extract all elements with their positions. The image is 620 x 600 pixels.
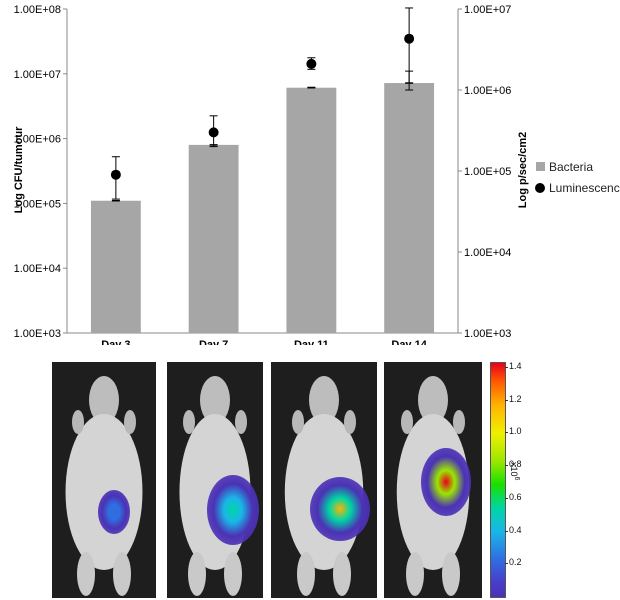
mouse-hindleg-right xyxy=(113,552,131,596)
point-day-7 xyxy=(208,127,219,138)
left-tick-label: 1.00E+05 xyxy=(14,198,61,210)
mouse-image xyxy=(384,362,482,598)
bars xyxy=(90,70,435,333)
colorbar-tick-label: 0.8 xyxy=(509,459,522,470)
colorbar-tick-mark xyxy=(505,399,508,401)
right-tick-label: 1.00E+04 xyxy=(464,247,511,259)
mouse-image xyxy=(52,362,156,598)
mouse-forepaw-left xyxy=(183,410,195,434)
mouse-head xyxy=(309,376,339,424)
imaging-panel-day-14 xyxy=(384,362,482,598)
imaging-panel-day-7 xyxy=(167,362,263,598)
colorbar-tick-mark xyxy=(505,432,508,434)
right-tick-label: 1.00E+03 xyxy=(464,328,511,340)
mouse-forepaw-right xyxy=(453,410,465,434)
right-axis-ticks: 1.00E+03 1.00E+04 1.00E+05 1.00E+06 1.00E+07 xyxy=(458,4,511,340)
mouse-forepaw-right xyxy=(344,410,356,434)
point-day-3 xyxy=(110,169,121,180)
legend-swatch-bacteria xyxy=(536,162,545,171)
mouse-forepaw-right xyxy=(124,410,136,434)
colorbar-unit: x106 xyxy=(509,462,520,480)
legend: Bacteria Luminescence xyxy=(535,160,620,195)
mouse-hindleg-right xyxy=(224,552,242,596)
bar-day-3 xyxy=(90,200,141,333)
right-axis-label: Log p/sec/cm2 xyxy=(517,132,529,208)
bar-chart: 1.00E+03 1.00E+04 1.00E+05 1.00E+06 1.00E+07… xyxy=(13,4,620,345)
mouse-hindleg-left xyxy=(297,552,315,596)
legend-label-luminescence: Luminescence xyxy=(549,181,620,195)
points xyxy=(110,7,415,200)
bar-day-11 xyxy=(286,87,337,333)
mouse-head xyxy=(418,376,448,424)
x-tick-label: Day 3 xyxy=(101,339,130,345)
right-tick-label: 1.00E+07 xyxy=(464,4,511,16)
imaging-panel-day-3 xyxy=(52,362,156,598)
luminescence-signal xyxy=(421,448,471,516)
mouse-image xyxy=(271,362,377,598)
point-day-11 xyxy=(306,58,317,69)
x-tick-label: Day 11 xyxy=(294,339,329,345)
left-tick-label: 1.00E+08 xyxy=(14,4,61,16)
mouse-head xyxy=(200,376,230,424)
colorbar: 1.4 1.2 1.0 0.8 0.6 0.4 0.2 x106 xyxy=(488,360,558,598)
colorbar-tick-mark xyxy=(505,563,508,565)
colorbar-gradient xyxy=(490,362,506,598)
right-tick-label: 1.00E+06 xyxy=(464,85,511,97)
colorbar-tick-label: 1.4 xyxy=(509,360,522,371)
mouse-head xyxy=(89,376,119,424)
mouse-hindleg-left xyxy=(188,552,206,596)
colorbar-tick-label: 0.4 xyxy=(509,524,522,535)
colorbar-tick-label: 0.2 xyxy=(509,557,522,568)
left-tick-label: 1.00E+04 xyxy=(14,263,61,275)
legend-label-bacteria: Bacteria xyxy=(549,160,593,174)
left-tick-label: 1.00E+07 xyxy=(14,69,61,81)
mouse-hindleg-right xyxy=(333,552,351,596)
colorbar-tick-mark xyxy=(505,366,508,368)
colorbar-tick-label: 0.6 xyxy=(509,491,522,502)
mouse-forepaw-left xyxy=(292,410,304,434)
point-day-14 xyxy=(404,33,415,44)
x-tick-label: Day 7 xyxy=(199,339,228,345)
mouse-forepaw-left xyxy=(401,410,413,434)
luminescence-signal xyxy=(310,477,370,541)
bar-day-7 xyxy=(188,144,239,333)
mouse-hindleg-right xyxy=(442,552,460,596)
bar-day-14 xyxy=(384,83,435,333)
left-tick-label: 1.00E+03 xyxy=(14,328,61,340)
colorbar-tick-mark xyxy=(505,497,508,499)
imaging-panel-day-11 xyxy=(271,362,377,598)
x-axis-ticks: Day 3 Day 7 Day 11 Day 14 xyxy=(101,339,428,345)
left-tick-label: 1.00E+06 xyxy=(14,134,61,146)
colorbar-tick-label: 1.0 xyxy=(509,426,522,437)
right-tick-label: 1.00E+05 xyxy=(464,166,511,178)
colorbar-unit-exponent: 6 xyxy=(513,476,520,481)
luminescence-signal xyxy=(207,475,259,545)
colorbar-tick-mark xyxy=(505,465,508,467)
left-axis-ticks: 1.00E+03 1.00E+04 1.00E+05 1.00E+06 1.00E+07… xyxy=(14,4,67,340)
mouse-forepaw-right xyxy=(235,410,247,434)
mouse-body xyxy=(65,414,143,570)
mouse-hindleg-left xyxy=(406,552,424,596)
mouse-image xyxy=(167,362,263,598)
luminescence-signal xyxy=(98,490,130,534)
colorbar-tick-label: 1.2 xyxy=(509,393,522,404)
colorbar-tick-mark xyxy=(505,530,508,532)
mouse-forepaw-left xyxy=(72,410,84,434)
x-tick-label: Day 14 xyxy=(391,339,427,345)
left-axis-label: Log CFU/tumour xyxy=(13,126,25,213)
legend-marker-luminescence xyxy=(535,183,545,193)
colorbar-unit-base: x10 xyxy=(509,462,519,477)
mouse-hindleg-left xyxy=(77,552,95,596)
